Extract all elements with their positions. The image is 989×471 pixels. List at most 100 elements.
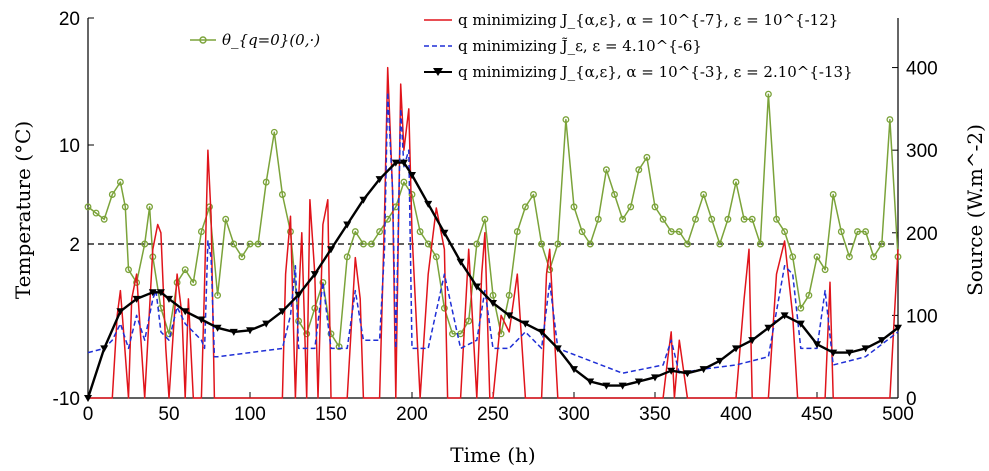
series-point bbox=[659, 215, 667, 223]
series-point bbox=[715, 357, 724, 365]
series-point bbox=[692, 215, 699, 223]
series-point bbox=[335, 343, 343, 351]
series-point bbox=[513, 228, 521, 236]
series-point bbox=[408, 191, 416, 198]
series-point bbox=[635, 166, 643, 174]
series-point bbox=[602, 382, 611, 390]
series-point bbox=[213, 324, 222, 332]
y-left-axis-label: Temperature (°C) bbox=[11, 121, 35, 299]
series-point bbox=[343, 221, 352, 229]
y-left-tick-label: 2 bbox=[69, 235, 80, 256]
series-point bbox=[805, 291, 813, 299]
series-point bbox=[148, 289, 157, 297]
series-point bbox=[121, 203, 129, 211]
y-right-tick-label: 300 bbox=[906, 141, 938, 162]
series-point bbox=[303, 330, 311, 338]
series-point bbox=[773, 215, 780, 223]
series-red bbox=[88, 66, 899, 399]
series-point bbox=[165, 330, 173, 338]
series-point bbox=[667, 367, 676, 375]
series-point bbox=[570, 203, 578, 211]
series-point bbox=[619, 215, 627, 223]
series-point bbox=[813, 341, 821, 349]
series-point bbox=[740, 215, 748, 223]
series-point bbox=[440, 229, 449, 237]
series-point bbox=[181, 308, 190, 316]
series-point bbox=[651, 374, 659, 382]
series-point bbox=[562, 116, 570, 124]
series-point bbox=[530, 191, 537, 198]
series-point bbox=[877, 337, 886, 345]
series-point bbox=[214, 291, 222, 299]
series-point bbox=[278, 308, 287, 316]
series-point bbox=[230, 240, 238, 248]
series-point bbox=[748, 337, 757, 345]
series-point bbox=[667, 228, 675, 236]
x-tick-label: 200 bbox=[396, 404, 428, 425]
legend-blue-label: q minimizing J̃_ε, ε = 4.10^{-6} bbox=[458, 37, 702, 55]
series-point bbox=[262, 178, 270, 186]
series-point bbox=[845, 253, 853, 261]
series-point bbox=[627, 203, 635, 211]
series-point bbox=[189, 279, 197, 286]
x-tick-label: 0 bbox=[83, 404, 94, 425]
series-point bbox=[359, 196, 368, 204]
series-point bbox=[683, 370, 692, 378]
series-point bbox=[92, 209, 100, 217]
y-right-tick-label: 400 bbox=[906, 59, 938, 80]
series-theta-green bbox=[84, 90, 902, 351]
legend-green-marker bbox=[199, 36, 207, 44]
series-point bbox=[181, 266, 189, 274]
series-point bbox=[391, 159, 400, 167]
series-point bbox=[246, 327, 254, 335]
x-axis-label: Time (h) bbox=[450, 443, 535, 467]
series-point bbox=[132, 295, 141, 303]
series-point bbox=[764, 324, 773, 332]
series-point bbox=[222, 215, 230, 223]
legend-black-label: q minimizing J_{α,ε}, α = 10^{-3}, ε = 2… bbox=[458, 63, 853, 81]
series-point bbox=[116, 308, 125, 316]
legend-red-label: q minimizing J_{α,ε}, α = 10^{-7}, ε = 1… bbox=[458, 11, 838, 29]
series-point bbox=[116, 178, 124, 186]
series-point bbox=[537, 328, 546, 336]
series-point bbox=[789, 253, 797, 261]
series-point bbox=[449, 330, 456, 338]
series-point bbox=[796, 320, 805, 328]
series-point bbox=[327, 246, 335, 254]
series-point bbox=[351, 228, 359, 236]
y-right-tick-label: 200 bbox=[906, 224, 938, 245]
series-point bbox=[748, 215, 756, 223]
y-left-tick-label: 20 bbox=[59, 9, 80, 30]
series-point bbox=[586, 240, 594, 248]
series-point bbox=[424, 200, 433, 208]
series-point bbox=[716, 240, 724, 248]
x-tick-label: 400 bbox=[720, 404, 752, 425]
series-point bbox=[489, 291, 497, 299]
series-point bbox=[156, 289, 165, 297]
y-right-tick-label: 0 bbox=[906, 389, 917, 410]
series-point bbox=[481, 215, 489, 223]
y-left-tick-label: 10 bbox=[59, 136, 80, 157]
series-point bbox=[489, 300, 497, 307]
series-point bbox=[408, 171, 416, 179]
series-point bbox=[780, 312, 789, 320]
series-point bbox=[270, 128, 278, 136]
series-point bbox=[837, 228, 845, 236]
series-point bbox=[400, 178, 408, 186]
y-right-axis-label: Source (W.m^-2) bbox=[963, 124, 987, 296]
series-point bbox=[554, 240, 562, 248]
series-point bbox=[311, 304, 319, 312]
series-point bbox=[456, 258, 465, 266]
x-tick-label: 500 bbox=[882, 404, 914, 425]
series-point bbox=[781, 228, 789, 236]
series-point bbox=[845, 349, 854, 357]
legend-top-left: θ_{q=0}(0,·) bbox=[190, 31, 320, 49]
series-point bbox=[553, 345, 562, 353]
x-tick-label: 100 bbox=[234, 404, 266, 425]
legend-black-marker bbox=[433, 68, 443, 76]
x-tick-label: 450 bbox=[801, 404, 833, 425]
series-point bbox=[829, 349, 838, 357]
x-tick-label: 50 bbox=[158, 404, 179, 425]
series-point bbox=[578, 228, 586, 236]
series-point bbox=[497, 330, 505, 338]
